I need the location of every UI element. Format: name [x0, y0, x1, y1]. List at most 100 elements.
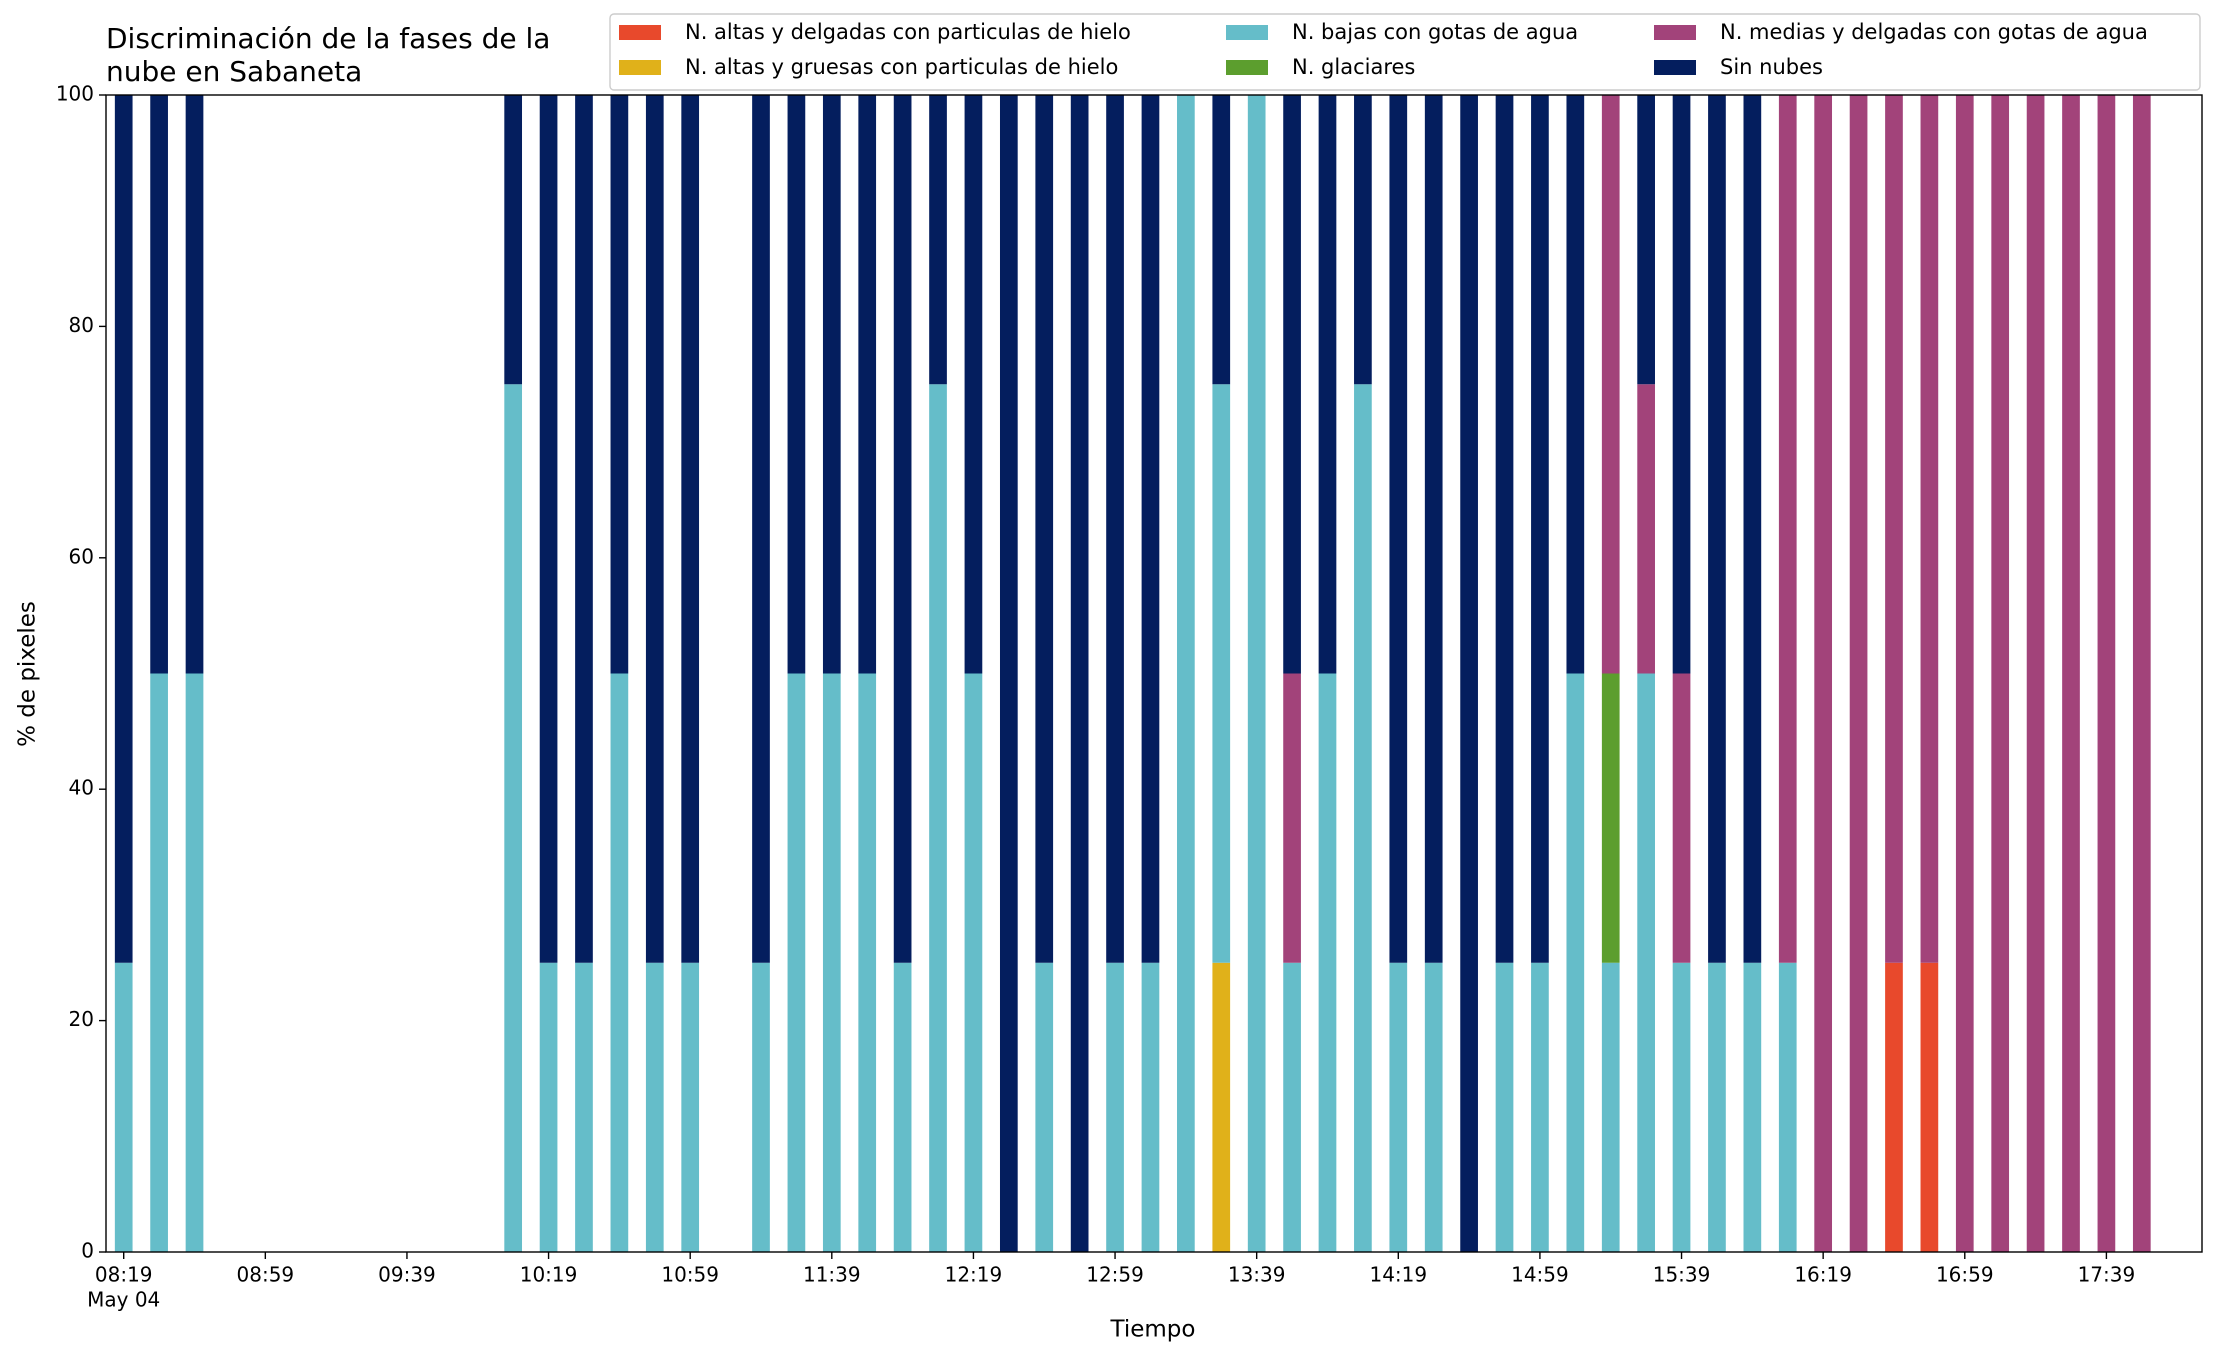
y-tick-label: 0 — [81, 1239, 94, 1263]
bar-segment — [1531, 95, 1549, 963]
bar-segment — [1141, 962, 1160, 1252]
legend-swatch — [619, 25, 661, 40]
axes-frame — [105, 94, 2203, 1253]
bar-segment — [1035, 962, 1054, 1252]
legend — [609, 13, 2201, 91]
bar-segment — [822, 673, 841, 1252]
bar-segment — [1566, 95, 1585, 674]
bar-segment — [1106, 962, 1124, 1252]
bar-segment — [1495, 95, 1514, 963]
legend-swatch — [1226, 60, 1268, 75]
bar-segment — [1212, 962, 1231, 1252]
bar-segment — [1035, 95, 1054, 963]
bar-segment — [1283, 95, 1301, 674]
bar-segment — [1070, 95, 1089, 1252]
bar-segment — [1637, 384, 1655, 674]
bar-segment — [2062, 95, 2080, 1252]
bar-segment — [1495, 962, 1514, 1252]
legend-text: N. bajas con gotas de agua — [1292, 20, 1578, 44]
bar-segment — [575, 962, 593, 1252]
legend-text: Sin nubes — [1720, 55, 1823, 79]
bars — [114, 95, 2151, 1252]
legend-text: N. altas y gruesas con particulas de hie… — [685, 55, 1118, 79]
x-date-label: May 04 — [87, 1288, 160, 1312]
bar-segment — [1212, 95, 1231, 385]
chart-title: nube en Sabaneta — [106, 55, 362, 88]
x-tick-label: 13:39 — [1228, 1263, 1286, 1287]
bar-segment — [858, 95, 877, 674]
x-tick-label: 14:19 — [1369, 1263, 1427, 1287]
bar-segment — [1708, 95, 1726, 963]
bar-segment — [2132, 95, 2151, 1252]
bar-segment — [185, 673, 204, 1252]
bar-segment — [2026, 95, 2045, 1252]
bar-segment — [114, 962, 133, 1252]
bar-segment — [1885, 962, 1903, 1252]
bar-segment — [1814, 95, 1833, 1252]
bar-segment — [681, 95, 700, 963]
bar-segment — [964, 95, 983, 674]
bar-segment — [1708, 962, 1726, 1252]
x-tick-label: 09:39 — [378, 1263, 436, 1287]
x-tick-label: 11:39 — [803, 1263, 861, 1287]
legend-text: N. medias y delgadas con gotas de agua — [1720, 20, 2148, 44]
bar-segment — [1885, 95, 1903, 963]
bar-segment — [1920, 95, 1939, 963]
y-axis-label: % de pixeles — [15, 601, 41, 747]
bar-segment — [893, 962, 912, 1252]
bar-segment — [1955, 95, 1974, 1252]
bar-segment — [1778, 95, 1797, 963]
bar-segment — [964, 673, 983, 1252]
bar-segment — [822, 95, 841, 674]
y-tick-label: 100 — [56, 82, 94, 106]
bar-segment — [1318, 673, 1337, 1252]
bar-segment — [752, 95, 770, 963]
bar-segment — [787, 95, 806, 674]
legend-text: N. altas y delgadas con particulas de hi… — [685, 20, 1131, 44]
x-tick-label: 17:39 — [2078, 1263, 2136, 1287]
bar-segment — [185, 95, 204, 674]
bar-segment — [114, 95, 133, 963]
x-tick-label: 16:19 — [1794, 1263, 1852, 1287]
bar-segment — [1849, 95, 1868, 1252]
bar-segment — [1672, 673, 1691, 963]
bar-segment — [858, 673, 877, 1252]
legend-swatch — [1654, 25, 1696, 40]
bar-segment — [1283, 962, 1301, 1252]
bar-segment — [1354, 384, 1372, 1252]
bar-segment — [150, 673, 168, 1252]
legend-swatch — [1226, 25, 1268, 40]
y-tick-label: 20 — [69, 1007, 94, 1031]
x-tick-label: 14:59 — [1511, 1263, 1569, 1287]
bar-segment — [539, 95, 558, 963]
bar-segment — [645, 95, 664, 963]
bar-segment — [1920, 962, 1939, 1252]
bar-segment — [1601, 673, 1620, 963]
chart-title: Discriminación de la fases de la — [106, 22, 550, 55]
bar-segment — [1566, 673, 1585, 1252]
bar-segment — [1247, 95, 1266, 1252]
bar-segment — [1141, 95, 1160, 963]
bar-segment — [150, 95, 168, 674]
y-tick-label: 60 — [69, 544, 94, 568]
bar-segment — [893, 95, 912, 963]
bar-segment — [610, 95, 629, 674]
x-tick-label: 12:59 — [1086, 1263, 1144, 1287]
legend-swatch — [1654, 60, 1696, 75]
bar-segment — [1672, 962, 1691, 1252]
x-tick-label: 10:19 — [520, 1263, 578, 1287]
bar-segment — [999, 95, 1018, 1252]
y-tick-label: 80 — [69, 313, 94, 337]
bar-segment — [1531, 962, 1549, 1252]
bar-segment — [1743, 962, 1762, 1252]
x-tick-label: 08:19 — [95, 1263, 153, 1287]
bar-segment — [1389, 95, 1408, 963]
bar-segment — [1424, 95, 1443, 963]
bar-segment — [1106, 95, 1124, 963]
bar-segment — [1177, 95, 1195, 1252]
bar-segment — [1991, 95, 2010, 1252]
bar-segment — [681, 962, 700, 1252]
bar-segment — [1424, 962, 1443, 1252]
bar-segment — [1601, 95, 1620, 674]
x-tick-label: 12:19 — [945, 1263, 1003, 1287]
